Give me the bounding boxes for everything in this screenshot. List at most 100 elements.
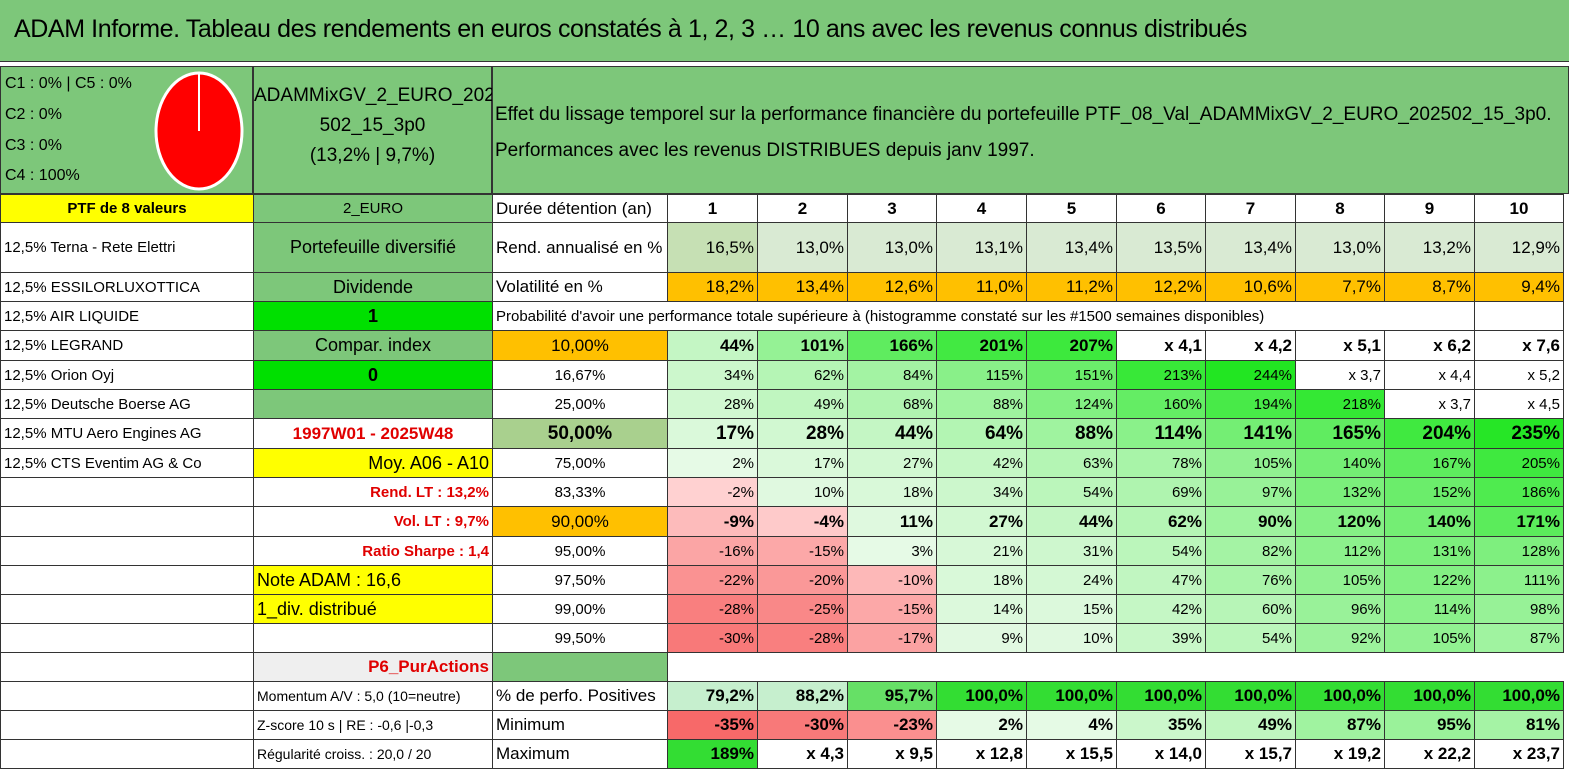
- probability-value: 201%: [936, 330, 1027, 361]
- asset-cell: 12,5% Deutsche Boerse AG: [0, 389, 254, 419]
- vol-value: 11,2%: [1026, 272, 1117, 302]
- max-value: x 22,2: [1384, 739, 1475, 769]
- description-line1: Effet du lissage temporel sur la perform…: [495, 104, 1552, 125]
- min-value: 2%: [936, 710, 1027, 740]
- probability-value: -17%: [847, 623, 937, 653]
- probability-value: 128%: [1474, 536, 1564, 566]
- probability-value: 14%: [936, 594, 1027, 624]
- info-cell: Z-score 10 s | RE : -0,6 |-0,3: [253, 710, 493, 740]
- info-cell: 0: [253, 360, 493, 390]
- asset-cell: [0, 710, 254, 740]
- probability-value: 64%: [936, 418, 1027, 449]
- description-panel: Effet du lissage temporel sur la perform…: [492, 66, 1569, 194]
- probability-value: 3%: [847, 536, 937, 566]
- probability-value: 88%: [936, 389, 1027, 419]
- table-row: Z-score 10 s | RE : -0,6 |-0,3 Minimum -35…: [0, 710, 1564, 740]
- min-value: 95%: [1384, 710, 1475, 740]
- portfolio-performance: (13,2% | 9,7%): [309, 145, 436, 166]
- probability-value: 27%: [847, 448, 937, 478]
- asset-cell: 12,5% ESSILORLUXOTTICA: [0, 272, 254, 302]
- table-row: Rend. LT : 13,2% 83,33% -2% 10% 18% 34% 54% 69%…: [0, 477, 1564, 507]
- min-value: -23%: [847, 710, 937, 740]
- probability-value: x 6,2: [1384, 330, 1475, 361]
- probability-value: 131%: [1384, 536, 1475, 566]
- probability-value: 140%: [1384, 506, 1475, 537]
- probability-level: 97,50%: [492, 565, 668, 595]
- probability-value: 235%: [1474, 418, 1564, 449]
- probability-title: Probabilité d'avoir une performance tota…: [492, 301, 1475, 331]
- probability-value: 68%: [847, 389, 937, 419]
- rend-value: 13,5%: [1116, 222, 1206, 273]
- min-value: 4%: [1026, 710, 1117, 740]
- probability-value: 18%: [847, 477, 937, 507]
- probability-value: 152%: [1384, 477, 1475, 507]
- probability-value: 27%: [936, 506, 1027, 537]
- probability-value: 122%: [1384, 565, 1475, 595]
- info-cell: 1997W01 - 2025W48: [253, 418, 493, 449]
- vol-value: 18,2%: [667, 272, 758, 302]
- rend-label: Rend. annualisé en %: [492, 222, 668, 273]
- probability-value: 167%: [1384, 448, 1475, 478]
- header-year-6: 6: [1116, 194, 1206, 223]
- allocation-panel: C1 : 0% | C5 : 0% C2 : 0% C3 : 0% C4 : 1…: [0, 66, 253, 194]
- probability-value: 114%: [1384, 594, 1475, 624]
- min-value: 35%: [1116, 710, 1206, 740]
- vol-value: 12,2%: [1116, 272, 1206, 302]
- probability-value: 111%: [1474, 565, 1564, 595]
- probability-value: -20%: [757, 565, 848, 595]
- header-year-4: 4: [936, 194, 1027, 223]
- probability-value: 69%: [1116, 477, 1206, 507]
- rend-value: 13,2%: [1384, 222, 1475, 273]
- asset-cell: 12,5% MTU Aero Engines AG: [0, 418, 254, 449]
- info-cell: P6_PurActions: [253, 652, 493, 682]
- probability-value: 165%: [1295, 418, 1385, 449]
- table-row: 12,5% LEGRAND Compar. index 10,00% 44% 101% 1…: [0, 330, 1564, 361]
- min-value: 81%: [1474, 710, 1564, 740]
- portfolio-name-panel: ADAMMixGV_2_EURO_202 502_15_3p0 (13,2% |…: [253, 66, 495, 194]
- probability-value: x 5,1: [1295, 330, 1385, 361]
- probability-value: 60%: [1205, 594, 1296, 624]
- info-cell: Moy. A06 - A10: [253, 448, 493, 478]
- probability-value: 115%: [936, 360, 1027, 390]
- min-label: Minimum: [492, 710, 668, 740]
- max-value: x 12,8: [936, 739, 1027, 769]
- probability-value: 42%: [1116, 594, 1206, 624]
- probability-level: 25,00%: [492, 389, 668, 419]
- pos-value: 100,0%: [1474, 681, 1564, 711]
- max-value: x 15,5: [1026, 739, 1117, 769]
- probability-value: 101%: [757, 330, 848, 361]
- table-row: 12,5% ESSILORLUXOTTICA Dividende Volatilit…: [0, 272, 1564, 302]
- asset-cell: 12,5% Orion Oyj: [0, 360, 254, 390]
- rend-value: 13,4%: [1205, 222, 1296, 273]
- probability-value: 171%: [1474, 506, 1564, 537]
- table-row: 12,5% Deutsche Boerse AG 25,00% 28% 49% 68% 8…: [0, 389, 1564, 419]
- pos-value: 100,0%: [1205, 681, 1296, 711]
- min-value: -35%: [667, 710, 758, 740]
- pos-value: 100,0%: [1384, 681, 1475, 711]
- header-year-3: 3: [847, 194, 937, 223]
- max-label: Maximum: [492, 739, 668, 769]
- max-value: x 9,5: [847, 739, 937, 769]
- probability-value: 140%: [1295, 448, 1385, 478]
- info-cell: Rend. LT : 13,2%: [253, 477, 493, 507]
- pos-value: 100,0%: [1295, 681, 1385, 711]
- header-year-5: 5: [1026, 194, 1117, 223]
- probability-value: 84%: [847, 360, 937, 390]
- probability-value: x 4,2: [1205, 330, 1296, 361]
- allocation-pie-chart: [154, 71, 244, 191]
- max-value: x 14,0: [1116, 739, 1206, 769]
- table-row: PTF de 8 valeurs 2_EURO Durée détention (a…: [0, 194, 1564, 223]
- performance-table: PTF de 8 valeurs 2_EURO Durée détention (a…: [0, 194, 1564, 769]
- report-title: ADAM Informe. Tableau des rendements en …: [14, 15, 1248, 43]
- probability-value: 82%: [1205, 536, 1296, 566]
- table-row: Momentum A/V : 5,0 (10=neutre)% de perfo…: [0, 681, 1564, 711]
- rend-value: 13,0%: [757, 222, 848, 273]
- asset-cell: 12,5% CTS Eventim AG & Co: [0, 448, 254, 478]
- probability-value: 49%: [757, 389, 848, 419]
- probability-value: 160%: [1116, 389, 1206, 419]
- min-value: 49%: [1205, 710, 1296, 740]
- table-row: 12,5% CTS Eventim AG & Co Moy. A06 - A10 7…: [0, 448, 1564, 478]
- vol-value: 13,4%: [757, 272, 848, 302]
- probability-value: 76%: [1205, 565, 1296, 595]
- probability-value: 28%: [667, 389, 758, 419]
